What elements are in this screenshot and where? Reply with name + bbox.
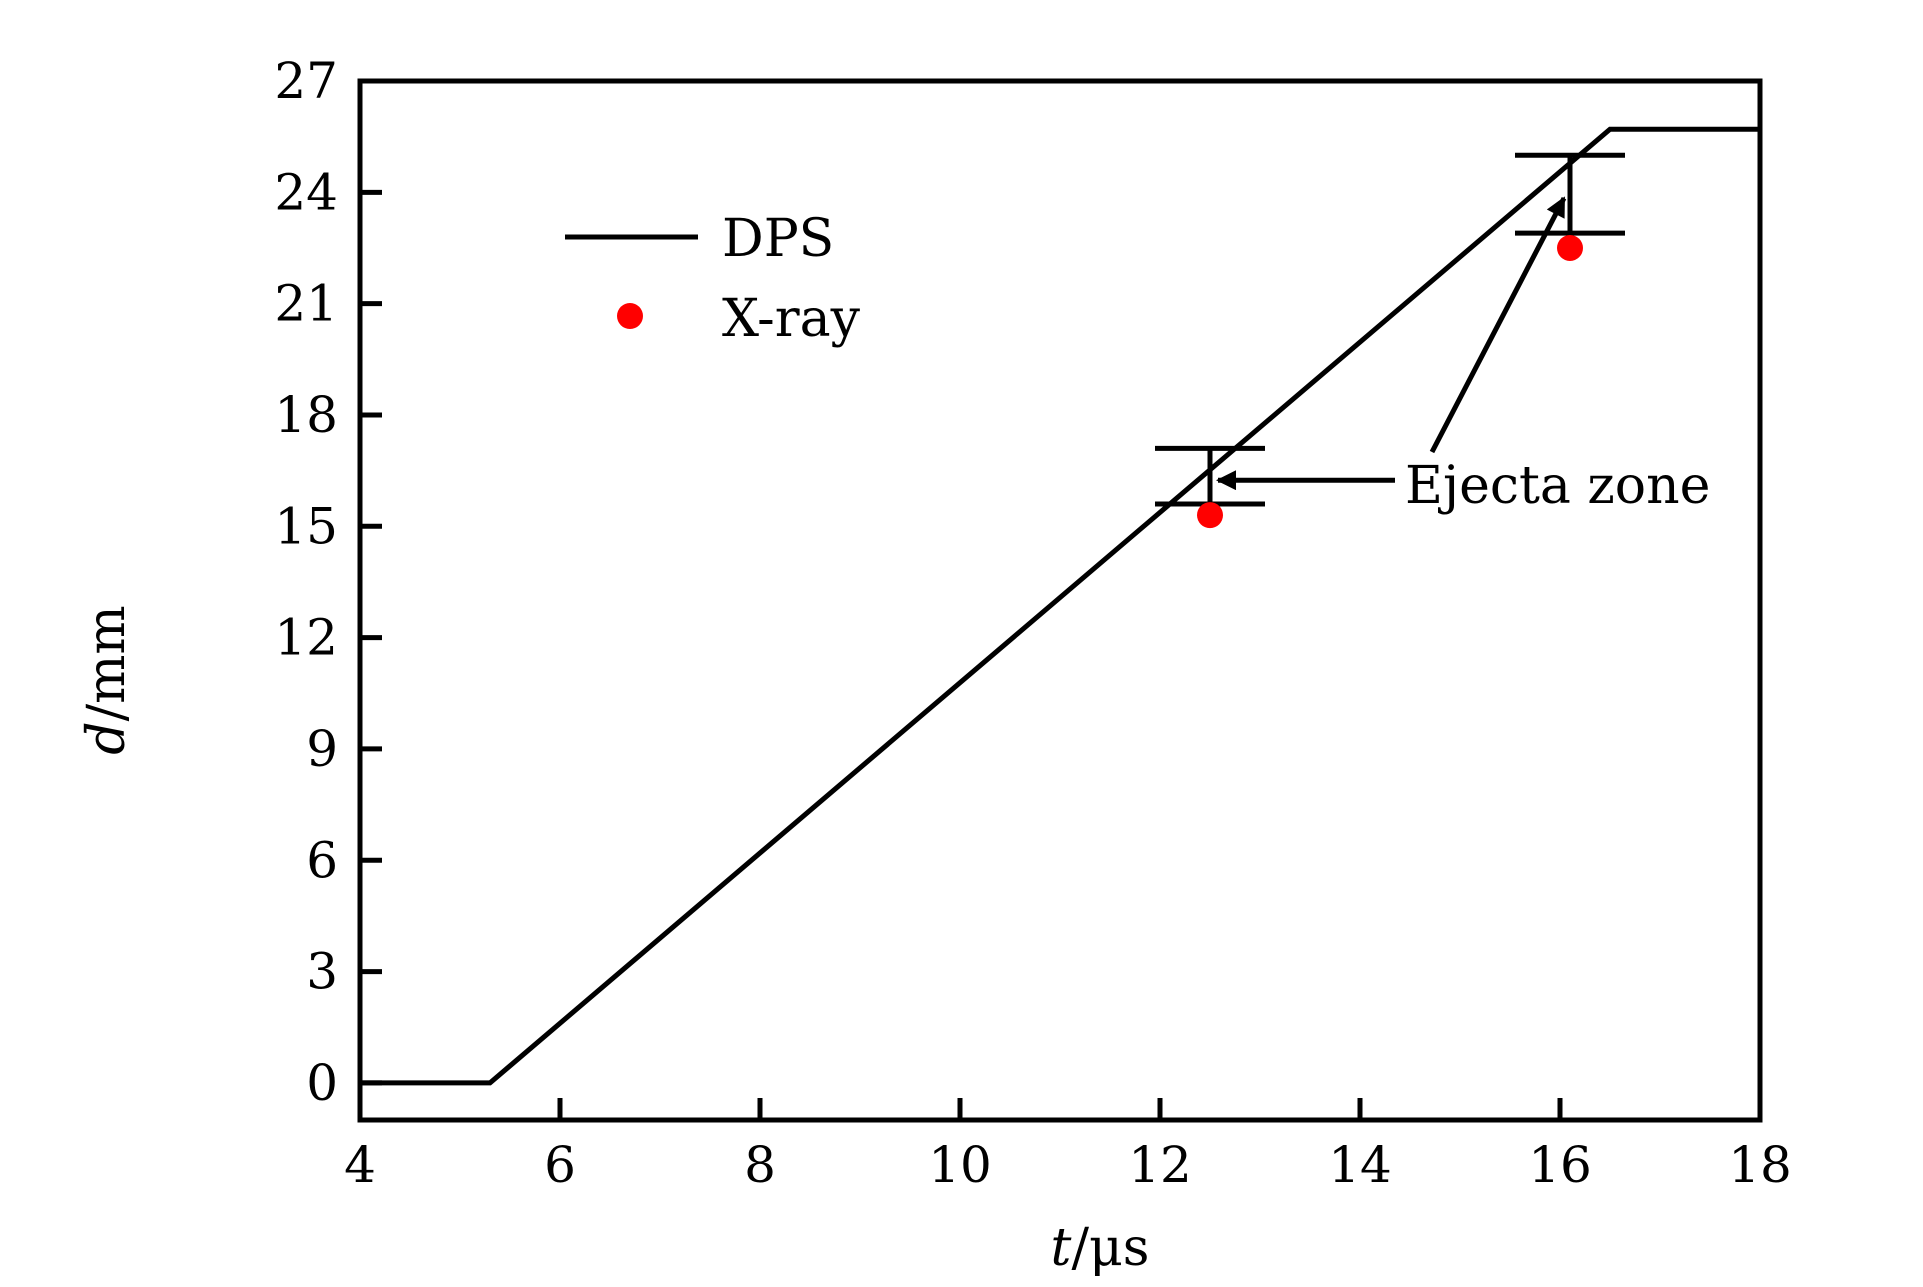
x-tick-label: 12 xyxy=(1128,1136,1192,1194)
xray-point xyxy=(1557,234,1583,261)
x-tick-label: 14 xyxy=(1328,1136,1392,1194)
ticks-layer: 4 6 8 10 12 14 16 18 0 3 6 9 12 15 18 21 24 27 xyxy=(274,52,1791,1194)
y-tick-label: 3 xyxy=(306,943,338,1001)
ejecta-bar xyxy=(1515,152,1625,236)
y-tick-label: 24 xyxy=(274,163,338,221)
x-axis-label: t/μs xyxy=(1051,1218,1150,1278)
dps-line xyxy=(360,126,1760,1086)
y-tick-label: 18 xyxy=(274,386,338,444)
legend-xray-label: X-ray xyxy=(722,289,861,349)
x-axis-var: t xyxy=(1051,1218,1072,1278)
y-tick-label: 21 xyxy=(274,275,338,333)
x-tick-label: 18 xyxy=(1728,1136,1792,1194)
y-tick-label: 12 xyxy=(274,609,338,667)
ejecta-zone-annotation: Ejecta zone xyxy=(1216,196,1710,516)
plot-content xyxy=(360,126,1760,1086)
x-tick-label: 4 xyxy=(344,1136,376,1194)
x-tick-label: 10 xyxy=(928,1136,992,1194)
ejecta-arrow-diagonal xyxy=(1429,196,1567,454)
x-tick-label: 8 xyxy=(744,1136,776,1194)
y-axis-label: d/mm xyxy=(77,605,137,754)
legend-xray-swatch xyxy=(617,303,643,329)
y-tick-label: 27 xyxy=(274,52,338,110)
ejecta-zone-label: Ejecta zone xyxy=(1405,456,1710,516)
y-tick-label: 9 xyxy=(306,720,338,778)
x-axis-unit: /μs xyxy=(1071,1218,1149,1278)
y-axis-unit: /mm xyxy=(77,605,137,721)
x-tick-label: 16 xyxy=(1528,1136,1592,1194)
xray-point xyxy=(1197,502,1223,529)
y-axis-var: d xyxy=(77,721,137,754)
ejecta-bar xyxy=(1155,445,1265,507)
plot-frame xyxy=(357,78,1763,1123)
x-tick-label: 6 xyxy=(544,1136,576,1194)
y-tick-label: 6 xyxy=(306,831,338,889)
y-tick-label: 15 xyxy=(274,497,338,555)
y-tick-label: 0 xyxy=(306,1054,338,1112)
legend: DPS X-ray xyxy=(565,209,861,349)
legend-dps-label: DPS xyxy=(722,209,834,269)
